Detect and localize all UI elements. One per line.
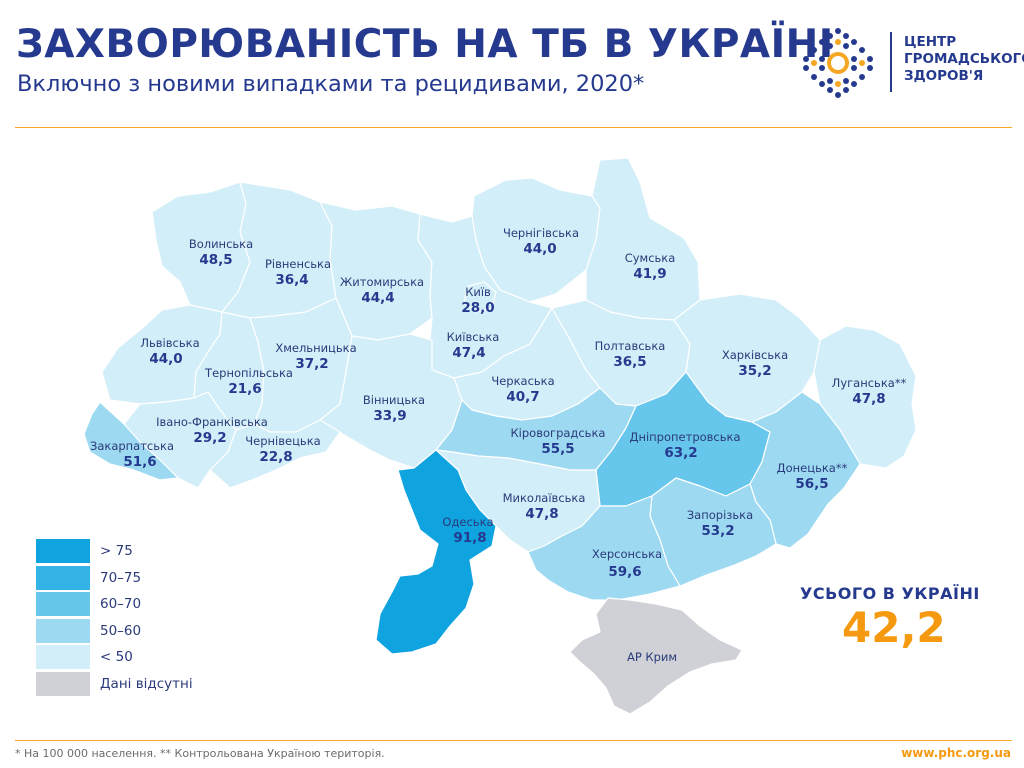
label-cherkaska: Черкаська [491, 374, 554, 388]
label-zhytomyrska: Житомирська [340, 275, 424, 289]
label-ternopilska: Тернопільська [204, 366, 293, 380]
label-chernihivska: Чернігівська [503, 226, 579, 240]
label-chernivetska: Чернівецька [245, 434, 320, 448]
region-donetska[interactable] [749, 391, 861, 549]
logo-line-1: ЦЕНТР [904, 34, 957, 50]
value-chernihivska: 44,0 [523, 241, 556, 257]
label-kyiv: Київ [465, 285, 491, 299]
region-kyiv[interactable] [463, 281, 497, 313]
label-poltavska: Полтавська [595, 339, 666, 353]
label-mykolaivska: Миколаївська [503, 491, 586, 505]
ukraine-map: Волинська 48,5 Рівненська 36,4 Житомирсь… [83, 157, 917, 715]
label-odeska: Одеська [442, 515, 493, 529]
label-khersonska: Херсонська [592, 547, 662, 561]
label-kirovohradska: Кіровоградська [511, 426, 606, 440]
value-zakarpatska: 51,6 [123, 454, 156, 470]
value-mykolaivska: 47,8 [525, 506, 558, 522]
logo-line-2: ГРОМАДСЬКОГО [904, 51, 1024, 67]
value-ivano-frankivska: 29,2 [193, 430, 226, 446]
logo-divider [890, 32, 892, 92]
value-odeska: 91,8 [453, 530, 486, 546]
value-vinnytska: 33,9 [373, 408, 406, 424]
value-poltavska: 36,5 [613, 354, 646, 370]
value-luhanska: 47,8 [852, 391, 885, 407]
total-label: УСЬОГО В УКРАЇНІ [800, 584, 980, 603]
value-ternopilska: 21,6 [228, 381, 261, 397]
value-volynska: 48,5 [199, 252, 232, 268]
label-kharkivska: Харківська [722, 348, 788, 362]
value-chernivetska: 22,8 [259, 449, 292, 465]
region-khersonska[interactable] [527, 495, 681, 601]
region-zakarpatska[interactable] [83, 401, 179, 481]
label-khmelnytska: Хмельницька [275, 341, 356, 355]
logo-line-3: ЗДОРОВ'Я [904, 68, 984, 84]
value-kyiv: 28,0 [461, 300, 494, 316]
value-kirovohradska: 55,5 [541, 441, 574, 457]
value-donetska: 56,5 [795, 476, 828, 492]
label-ivano-frankivska: Івано-Франківська [156, 415, 268, 429]
label-luhanska: Луганська** [832, 376, 907, 390]
phc-logo-icon [803, 28, 873, 98]
value-dnipropetrovska: 63,2 [664, 445, 697, 461]
value-kharkivska: 35,2 [738, 363, 771, 379]
legend-label: < 50 [100, 649, 133, 665]
label-zakarpatska: Закарпатська [90, 439, 174, 453]
label-zaporizka: Запорізька [687, 508, 753, 522]
label-donetska: Донецька** [777, 461, 848, 475]
region-sumska[interactable] [585, 157, 701, 321]
value-sumska: 41,9 [633, 266, 666, 282]
region-chernivetska[interactable] [209, 419, 341, 489]
label-volynska: Волинська [189, 237, 253, 251]
map-title: ЗАХВОРЮВАНІСТЬ НА ТБ В УКРАЇНІ [16, 22, 834, 67]
legend-swatch [36, 671, 90, 696]
legend-swatch [36, 618, 90, 643]
legend-swatch [36, 539, 90, 563]
map-subtitle: Включно з новими випадками та рецидивами… [17, 71, 645, 97]
label-sumska: Сумська [625, 251, 676, 265]
legend-swatch [36, 565, 90, 590]
region-odeska[interactable] [375, 449, 497, 655]
legend-label: Дані відсутні [100, 675, 193, 692]
value-khmelnytska: 37,2 [295, 356, 328, 372]
label-lvivska: Львівська [140, 336, 199, 350]
legend-label: 70–75 [100, 569, 142, 586]
logo-text: ЦЕНТР ГРОМАДСЬКОГО ЗДОРОВ'Я [904, 34, 1024, 85]
label-rivnenska: Рівненська [265, 257, 331, 271]
legend-label: > 75 [100, 543, 133, 559]
total-value: 42,2 [842, 603, 946, 652]
legend-swatch [36, 645, 90, 669]
value-zaporizka: 53,2 [701, 523, 734, 539]
region-crimea[interactable] [569, 597, 743, 715]
footer-divider [15, 740, 1012, 741]
label-vinnytska: Вінницька [363, 393, 425, 407]
header-divider [15, 127, 1012, 128]
value-cherkaska: 40,7 [506, 389, 539, 405]
label-kyivska: Київська [447, 330, 500, 344]
label-dnipropetrovska: Дніпропетровська [629, 430, 740, 444]
legend-label: 60–70 [100, 596, 142, 612]
label-crimea: АР Крим [627, 650, 677, 664]
legend-swatch [36, 592, 90, 616]
value-khersonska: 59,6 [608, 564, 641, 580]
footnote: * На 100 000 населення. ** Контрольована… [15, 747, 385, 760]
value-rivnenska: 36,4 [275, 272, 308, 288]
value-kyivska: 47,4 [452, 345, 485, 361]
value-zhytomyrska: 44,4 [361, 290, 394, 306]
legend-label: 50–60 [100, 622, 142, 639]
value-lvivska: 44,0 [149, 351, 182, 367]
website-link[interactable]: www.phc.org.ua [901, 746, 1011, 760]
region-labels: Волинська 48,5 Рівненська 36,4 Житомирсь… [90, 226, 907, 664]
